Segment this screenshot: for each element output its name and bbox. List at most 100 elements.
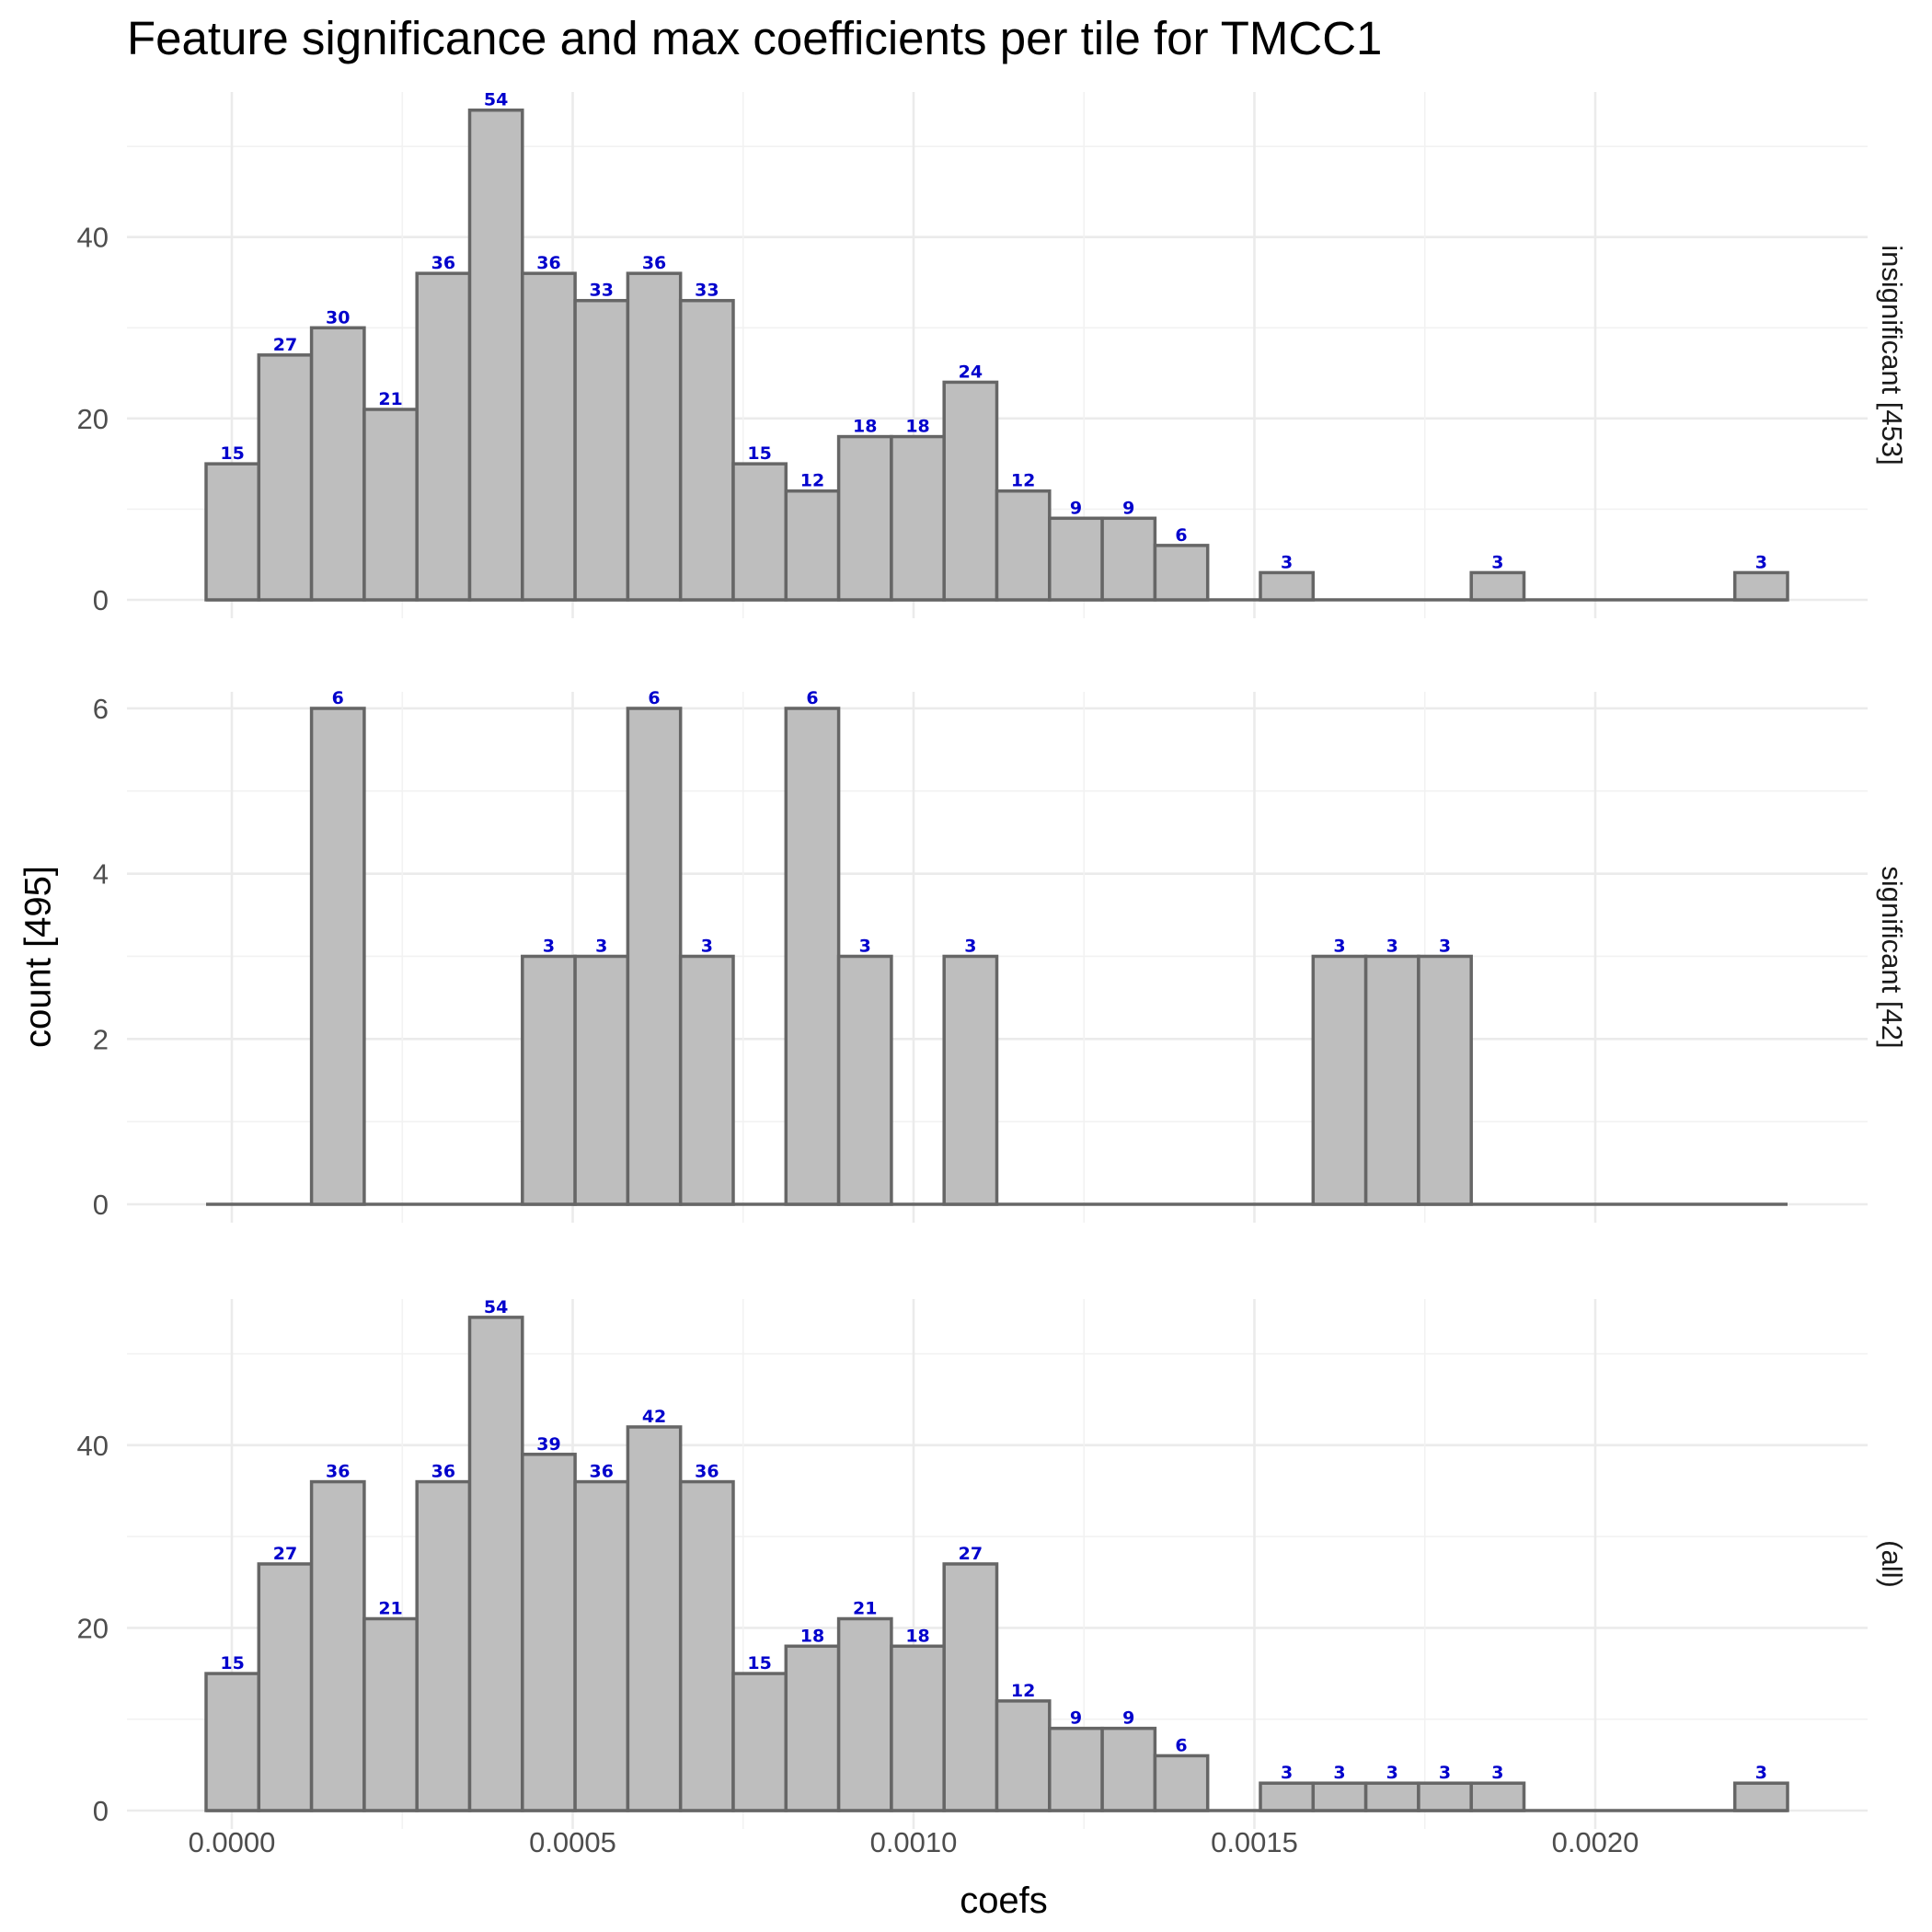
- histogram-bar: [784, 707, 841, 1206]
- y-tick-label: 20: [77, 1612, 109, 1644]
- bar-count-label: 3: [543, 936, 555, 956]
- bar-count-label: 27: [959, 1544, 983, 1564]
- bar-count-label: 54: [484, 90, 508, 110]
- histogram-bar: [309, 326, 366, 602]
- histogram-bar: [1417, 1781, 1473, 1812]
- histogram-bar: [573, 954, 630, 1206]
- histogram-bar: [678, 298, 735, 602]
- bar-count-label: 12: [1011, 1681, 1035, 1701]
- bar-count-label: 39: [536, 1434, 560, 1455]
- bar-count-label: 3: [1439, 1763, 1451, 1783]
- histogram-bar: [1311, 1781, 1368, 1812]
- bar-count-label: 12: [1011, 471, 1035, 491]
- histogram-bar: [1048, 516, 1104, 602]
- x-tick-label: 0.0010: [870, 1826, 958, 1858]
- histogram-bar: [415, 1479, 472, 1812]
- histogram-bar: [1732, 1781, 1789, 1812]
- histogram-bar: [521, 1453, 577, 1812]
- y-tick-label: 0: [93, 1795, 109, 1827]
- histogram-bar: [1417, 954, 1473, 1206]
- bar-count-label: 3: [1386, 1763, 1398, 1783]
- bar-count-label: 36: [695, 1462, 719, 1482]
- histogram-bar: [467, 108, 524, 602]
- y-tick-label: 0: [93, 584, 109, 616]
- histogram-bar: [257, 353, 314, 602]
- bar-count-label: 36: [642, 253, 666, 273]
- histogram-bar: [995, 489, 1052, 602]
- histogram-bar: [467, 1316, 524, 1812]
- bar-count-label: 33: [695, 281, 719, 301]
- histogram-bar: [1153, 1754, 1210, 1812]
- bar-count-label: 15: [220, 443, 244, 464]
- bar-count-label: 3: [1281, 1763, 1293, 1783]
- bar-count-label: 36: [590, 1462, 614, 1482]
- histogram-bar: [1732, 570, 1789, 602]
- bar-count-label: 6: [648, 688, 660, 708]
- histogram-bar: [1363, 954, 1420, 1206]
- bar-count-label: 18: [905, 417, 929, 437]
- bar-count-label: 3: [1281, 552, 1293, 572]
- histogram-bar: [942, 380, 999, 602]
- y-tick-label: 40: [77, 222, 109, 254]
- bar-count-label: 3: [1755, 552, 1767, 572]
- histogram-bar: [890, 1644, 946, 1812]
- x-tick-label: 0.0000: [189, 1826, 276, 1858]
- histogram-bar: [942, 1562, 999, 1812]
- histogram-bar: [521, 271, 577, 602]
- bar-count-label: 33: [590, 281, 614, 301]
- histogram-bar: [678, 954, 735, 1206]
- y-tick-label: 4: [93, 858, 109, 891]
- histogram-bar: [836, 954, 893, 1206]
- bar-count-label: 15: [747, 443, 771, 464]
- facet-strip-label: (all): [1876, 1540, 1908, 1588]
- histogram-bar: [573, 1479, 630, 1812]
- x-tick-label: 0.0005: [529, 1826, 616, 1858]
- bar-count-label: 36: [431, 253, 455, 273]
- x-axis-title: coefs: [960, 1880, 1048, 1921]
- chart-title: Feature significance and max coefficient…: [127, 12, 1383, 64]
- histogram-bar: [309, 707, 366, 1206]
- histogram-bar: [1259, 570, 1316, 602]
- histogram-bar: [204, 1672, 261, 1812]
- bar-count-label: 6: [332, 688, 344, 708]
- y-tick-label: 2: [93, 1023, 109, 1055]
- bar-count-label: 36: [326, 1462, 350, 1482]
- bar-count-label: 36: [431, 1462, 455, 1482]
- bar-count-label: 6: [1175, 1735, 1187, 1755]
- histogram-bar: [415, 271, 472, 602]
- bar-count-label: 3: [859, 936, 871, 956]
- bar-count-label: 12: [800, 471, 824, 491]
- histogram-bar: [1048, 1726, 1104, 1812]
- bar-count-label: 27: [273, 1544, 297, 1564]
- bar-count-label: 21: [853, 1599, 877, 1619]
- histogram-bar: [626, 707, 683, 1206]
- bar-count-label: 3: [1755, 1763, 1767, 1783]
- bar-count-label: 9: [1122, 498, 1134, 518]
- histogram-bar: [1363, 1781, 1420, 1812]
- bar-count-label: 3: [1439, 936, 1451, 956]
- histogram-bar: [1100, 1726, 1157, 1812]
- bar-count-label: 9: [1070, 1708, 1082, 1729]
- bar-count-label: 9: [1070, 498, 1082, 518]
- bar-count-label: 36: [536, 253, 560, 273]
- histogram-bar: [1469, 570, 1526, 602]
- histogram-bar: [362, 1616, 419, 1812]
- histogram-bar: [204, 462, 261, 602]
- histogram-bar: [890, 434, 946, 602]
- bar-count-label: 18: [853, 417, 877, 437]
- histogram-bar: [1153, 544, 1210, 602]
- bar-count-label: 3: [1491, 1763, 1503, 1783]
- bar-count-label: 24: [959, 362, 983, 382]
- bar-count-label: 3: [964, 936, 976, 956]
- bar-count-label: 15: [220, 1653, 244, 1673]
- histogram-bar: [1469, 1781, 1526, 1812]
- x-tick-label: 0.0020: [1552, 1826, 1639, 1858]
- bar-count-label: 6: [1175, 525, 1187, 546]
- histogram-bar: [995, 1699, 1052, 1812]
- histogram-bar: [784, 489, 841, 602]
- bar-count-label: 3: [1386, 936, 1398, 956]
- bar-count-label: 21: [378, 389, 402, 409]
- bar-count-label: 3: [701, 936, 713, 956]
- bar-count-label: 42: [642, 1407, 666, 1427]
- histogram-bar: [731, 1672, 788, 1812]
